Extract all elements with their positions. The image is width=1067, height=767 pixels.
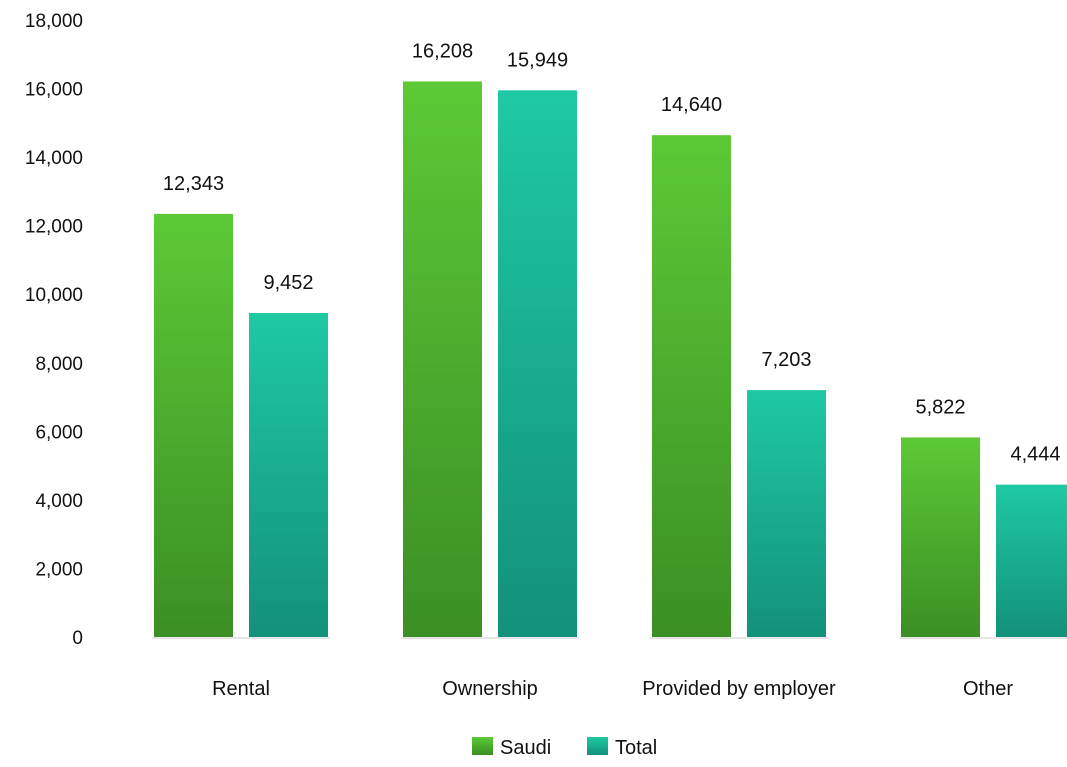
bar-total-ownership bbox=[498, 90, 577, 638]
data-label: 14,640 bbox=[661, 94, 722, 116]
data-label: 4,444 bbox=[1010, 444, 1060, 466]
y-tick-label: 0 bbox=[72, 628, 83, 649]
legend-swatch-saudi bbox=[472, 737, 493, 755]
legend-label-total: Total bbox=[615, 737, 657, 759]
bar-total-provided-by-employer bbox=[747, 390, 826, 637]
y-tick-label: 14,000 bbox=[25, 148, 83, 169]
bar-total-rental bbox=[249, 313, 328, 637]
y-tick-label: 6,000 bbox=[35, 422, 83, 443]
legend: Saudi Total bbox=[472, 737, 657, 759]
data-label: 5,822 bbox=[915, 396, 965, 418]
y-tick-label: 8,000 bbox=[35, 354, 83, 375]
bar-total-other bbox=[996, 484, 1067, 637]
x-category-label: Other bbox=[963, 678, 1013, 700]
x-category-label: Rental bbox=[212, 678, 270, 700]
x-category-label: Ownership bbox=[442, 678, 538, 700]
data-label: 16,208 bbox=[412, 40, 473, 62]
y-tick-label: 10,000 bbox=[25, 285, 83, 306]
bar-saudi-rental bbox=[154, 213, 233, 637]
y-tick-label: 18,000 bbox=[25, 11, 83, 32]
y-axis: 0 2,000 4,000 6,000 8,000 10,000 12,000 14,000 1… bbox=[25, 11, 83, 649]
legend-label-saudi: Saudi bbox=[500, 737, 551, 759]
value-labels: 12,343 9,452 16,208 15,949 14,640 7,203 5,822 4… bbox=[163, 40, 1061, 465]
data-label: 9,452 bbox=[263, 272, 313, 294]
bars bbox=[154, 81, 1067, 638]
y-tick-label: 16,000 bbox=[25, 80, 83, 101]
x-axis: Rental Ownership Provided by employer Other bbox=[212, 678, 1013, 700]
y-tick-label: 12,000 bbox=[25, 217, 83, 238]
data-label: 12,343 bbox=[163, 173, 224, 195]
y-tick-label: 4,000 bbox=[35, 491, 83, 512]
bar-saudi-ownership bbox=[403, 81, 482, 637]
bar-saudi-provided-by-employer bbox=[652, 135, 731, 637]
x-category-label: Provided by employer bbox=[642, 678, 836, 700]
legend-swatch-total bbox=[587, 737, 608, 755]
data-label: 15,949 bbox=[507, 49, 568, 71]
y-tick-label: 2,000 bbox=[35, 559, 83, 580]
data-label: 7,203 bbox=[761, 349, 811, 371]
bar-saudi-other bbox=[901, 437, 980, 637]
